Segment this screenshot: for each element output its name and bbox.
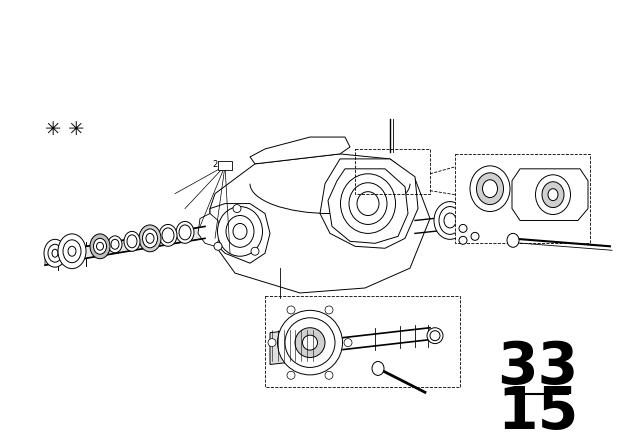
Ellipse shape [444,213,456,228]
Ellipse shape [458,202,486,235]
Ellipse shape [536,175,570,215]
Ellipse shape [357,192,379,215]
Polygon shape [198,214,220,246]
Ellipse shape [548,189,558,201]
Ellipse shape [162,228,174,243]
Circle shape [459,224,467,233]
Ellipse shape [143,229,157,248]
Ellipse shape [303,335,317,350]
Ellipse shape [489,211,497,221]
Ellipse shape [63,240,81,263]
Ellipse shape [434,202,466,239]
Ellipse shape [58,234,86,269]
Ellipse shape [349,183,387,224]
Text: 33: 33 [497,339,579,396]
Circle shape [268,339,276,347]
Circle shape [325,306,333,314]
Ellipse shape [48,244,62,262]
Ellipse shape [176,221,194,243]
Polygon shape [45,226,205,265]
Ellipse shape [124,232,140,251]
Circle shape [233,205,241,212]
Ellipse shape [179,225,191,240]
Circle shape [344,339,352,347]
Ellipse shape [427,328,443,344]
Polygon shape [455,154,590,243]
Ellipse shape [477,173,504,205]
Ellipse shape [295,328,325,358]
Polygon shape [270,328,315,365]
Ellipse shape [463,207,481,229]
Circle shape [471,233,479,240]
Text: ✳ ✳: ✳ ✳ [45,120,84,138]
Ellipse shape [127,235,137,248]
Ellipse shape [481,202,505,232]
Ellipse shape [218,207,262,256]
Ellipse shape [278,310,342,375]
Circle shape [251,247,259,255]
Circle shape [287,371,295,379]
Circle shape [214,242,222,250]
Ellipse shape [146,233,154,243]
Ellipse shape [44,239,66,267]
Ellipse shape [542,182,564,207]
Ellipse shape [470,166,510,211]
Polygon shape [320,159,418,248]
Polygon shape [210,203,270,263]
Ellipse shape [483,180,497,198]
Ellipse shape [285,318,335,367]
Ellipse shape [439,207,461,234]
Ellipse shape [68,246,76,256]
Ellipse shape [340,174,396,233]
Polygon shape [512,169,588,220]
Circle shape [459,237,467,244]
Polygon shape [210,154,430,293]
Ellipse shape [467,212,477,224]
Text: 2: 2 [212,160,218,169]
Ellipse shape [108,236,122,253]
Circle shape [287,306,295,314]
Ellipse shape [226,215,254,247]
Bar [218,161,232,170]
Ellipse shape [139,225,161,252]
Ellipse shape [97,242,104,250]
Text: 15: 15 [497,383,579,441]
Ellipse shape [485,207,501,226]
Ellipse shape [233,224,247,239]
Ellipse shape [52,249,58,257]
Ellipse shape [159,224,177,246]
Circle shape [325,371,333,379]
Ellipse shape [90,234,110,258]
Ellipse shape [430,331,440,340]
Ellipse shape [372,362,384,375]
Ellipse shape [507,233,519,247]
Ellipse shape [93,238,106,254]
Ellipse shape [111,239,119,249]
Polygon shape [250,137,350,164]
Polygon shape [328,169,408,243]
